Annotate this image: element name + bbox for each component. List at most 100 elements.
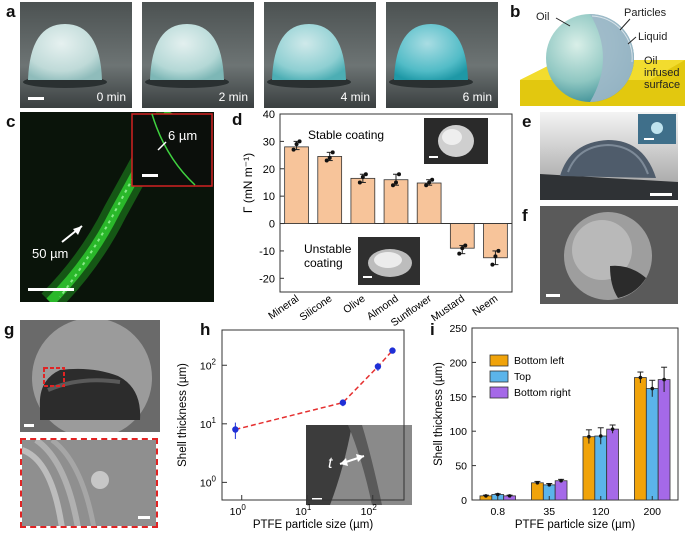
legend-swatch-bottom-left [489, 354, 509, 367]
y-tick-label: 20 [263, 164, 275, 176]
plot-frame [279, 113, 513, 293]
inset-t-symbol: t [328, 455, 333, 472]
chart-i: 0 50 100 150 200 250 0.8 35 120 200 Bottom left Top… [433, 323, 679, 531]
x-tick-label: 120 [592, 506, 610, 518]
data-point [360, 174, 365, 179]
photo-4min [264, 2, 376, 108]
data-point [397, 172, 401, 177]
inset-unstable-photo [358, 237, 420, 285]
data-point [493, 254, 498, 259]
panel-f-sem [540, 206, 678, 304]
data-point [587, 434, 591, 439]
panel-letter-h: h [200, 320, 211, 339]
x-tick-label: 200 [643, 506, 661, 518]
legend-swatch-top [489, 370, 509, 383]
data-point [357, 180, 362, 185]
y-tick-label: 30 [263, 136, 275, 148]
x-axis-label: PTFE particle size (µm) [253, 519, 374, 531]
x-tick-label: 0.8 [490, 506, 505, 518]
panel-letter-a: a [6, 2, 16, 21]
y-axis-label: Γ (mN m⁻¹) [241, 153, 255, 213]
y-tick-label: 50 [455, 461, 467, 473]
panel-a-photos: 0 min 2 min 4 min 6 min [20, 2, 498, 108]
data-point [232, 426, 239, 433]
legend-label-bottom-left: Bottom left [514, 355, 564, 367]
x-tick-label: 102 [361, 503, 378, 518]
data-point [427, 180, 432, 185]
bar-bottom-left [531, 482, 544, 501]
photo-2min [142, 2, 254, 108]
x-tick-label: 100 [230, 503, 247, 518]
panel-letter-b: b [510, 2, 521, 21]
data-point [389, 347, 396, 354]
y-tick-label: -10 [259, 246, 275, 258]
label-oil: Oil [536, 11, 549, 23]
panel-letter-g: g [4, 320, 15, 339]
main-scale-label: 50 µm [32, 246, 68, 261]
data-point [324, 158, 329, 163]
data-point [495, 492, 500, 497]
bar-bottom-right [606, 428, 619, 501]
panel-letter-i: i [430, 320, 435, 339]
x-tick-label: Neem [470, 292, 500, 318]
time-label-2: 4 min [341, 90, 370, 104]
bar-bottom-right [554, 480, 568, 501]
x-axis-label: PTFE particle size (µm) [515, 519, 636, 531]
panel-a-strip: 0 min 2 min 4 min 6 min [20, 2, 498, 110]
x-tick-label: 101 [295, 503, 312, 518]
bar-bottom-left [582, 436, 596, 501]
data-point [339, 399, 347, 406]
y-tick-label: 40 [263, 110, 275, 121]
y-tick-label: 101 [200, 416, 217, 431]
panel-e-sem [540, 112, 678, 200]
y-tick-label: 10 [263, 191, 275, 203]
bar-almond [383, 179, 409, 224]
time-label-3: 6 min [463, 90, 492, 104]
data-point [535, 481, 540, 485]
unstable-label-1: Unstable [304, 242, 352, 256]
data-point [391, 183, 395, 188]
panel-c-fluorescence: 6 µm 50 µm [20, 112, 214, 302]
y-tick-label: -20 [259, 273, 275, 285]
bar-top [594, 435, 608, 501]
chart-d: Stable coating Unstable coating -20 -10 0 1… [241, 110, 513, 329]
inset-label: 6 µm [168, 128, 197, 143]
y-tick-label: 0 [461, 495, 467, 507]
panel-g-sem [20, 318, 160, 438]
panel-letter-e: e [522, 112, 532, 131]
panel-letter-c: c [6, 112, 16, 131]
data-point [457, 251, 462, 256]
unstable-label-2: coating [304, 256, 343, 270]
time-label-0: 0 min [97, 90, 126, 104]
series-line [235, 350, 394, 431]
photo-6min [386, 2, 498, 108]
data-point [394, 180, 398, 185]
legend-label-top: Top [514, 371, 531, 383]
y-tick-label: 102 [200, 357, 217, 372]
y-tick-label: 150 [449, 392, 467, 404]
bar-bottom-left [634, 377, 647, 501]
data-point [496, 248, 501, 253]
data-point [598, 434, 603, 438]
data-point [559, 478, 563, 483]
y-tick-label: 250 [449, 323, 467, 335]
y-tick-label: 200 [449, 357, 467, 369]
data-point [294, 142, 299, 147]
data-point [430, 177, 435, 182]
data-point [374, 363, 382, 370]
data-point [330, 150, 335, 155]
data-point [650, 386, 655, 391]
bar-mineral [284, 146, 309, 224]
bar-top [645, 388, 659, 501]
plot-frame [221, 329, 405, 501]
panel-letter-d: d [232, 110, 243, 129]
label-liquid: Liquid [638, 31, 667, 43]
data-point [638, 375, 643, 380]
data-point [662, 377, 666, 382]
data-point [610, 427, 615, 431]
data-point [363, 172, 368, 177]
time-label-1: 2 min [219, 90, 248, 104]
data-point [424, 183, 429, 188]
data-point [291, 147, 296, 152]
